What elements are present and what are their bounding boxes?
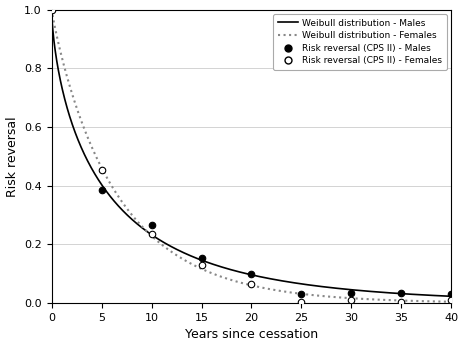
Point [397, 290, 404, 296]
Legend: Weibull distribution - Males, Weibull distribution - Females, Risk reversal (CPS: Weibull distribution - Males, Weibull di… [273, 14, 446, 70]
Point [48, 7, 55, 12]
Point [197, 255, 205, 261]
Point [297, 291, 305, 297]
Point [247, 271, 255, 277]
X-axis label: Years since cessation: Years since cessation [185, 329, 317, 341]
Point [297, 299, 305, 305]
Point [148, 231, 155, 237]
Point [447, 297, 454, 303]
Point [98, 167, 105, 172]
Point [98, 187, 105, 193]
Point [347, 290, 354, 296]
Y-axis label: Risk reversal: Risk reversal [6, 116, 19, 197]
Point [247, 281, 255, 287]
Point [447, 291, 454, 297]
Point [148, 222, 155, 228]
Point [397, 299, 404, 304]
Point [347, 297, 354, 303]
Point [197, 262, 205, 268]
